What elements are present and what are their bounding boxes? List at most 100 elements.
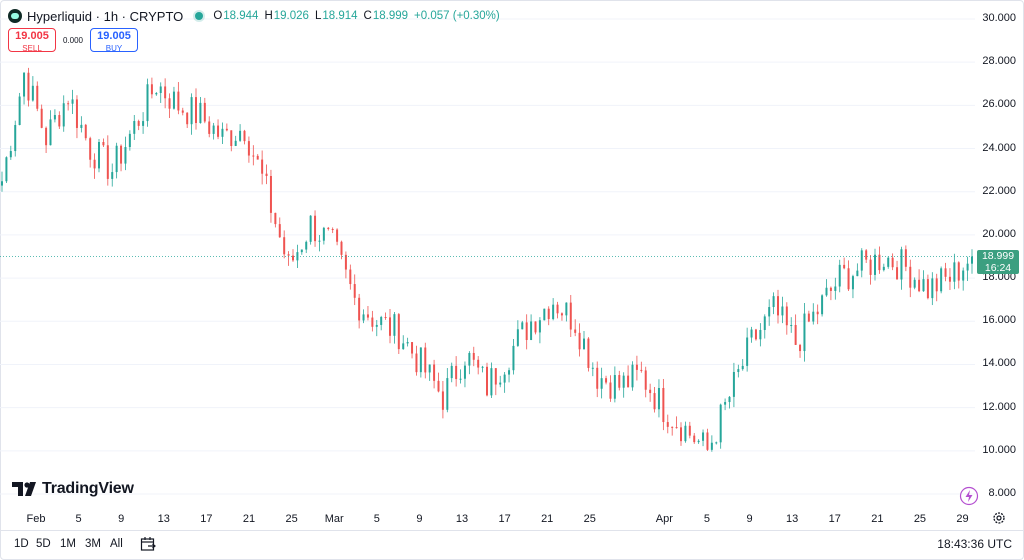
candle-body xyxy=(406,342,409,344)
x-tick-label: 25 xyxy=(583,513,596,525)
candle-body xyxy=(552,304,555,320)
candle-body xyxy=(887,257,890,267)
candle-body xyxy=(697,440,700,443)
candle-body xyxy=(662,387,665,423)
x-tick-label: 21 xyxy=(541,513,554,525)
x-tick-label: 5 xyxy=(75,513,82,525)
candle-body xyxy=(318,240,321,242)
candle-body xyxy=(80,124,83,128)
range-button-1m[interactable]: 1M xyxy=(60,538,76,550)
bottom-toolbar xyxy=(0,530,1024,559)
candle-body xyxy=(217,125,220,137)
candle-body xyxy=(1,181,3,186)
candle-body xyxy=(459,378,462,380)
candle-body xyxy=(635,364,638,370)
candle-body xyxy=(719,404,722,443)
settings-gear-icon[interactable] xyxy=(992,511,1006,525)
candle-body xyxy=(596,367,599,389)
x-tick-label: Mar xyxy=(324,513,344,525)
x-tick-label: Apr xyxy=(655,513,673,525)
candle-body xyxy=(419,347,422,373)
candle-body xyxy=(199,102,202,124)
candle-body xyxy=(309,215,312,242)
candle-body xyxy=(653,393,656,410)
candle-body xyxy=(962,270,965,281)
candle-body xyxy=(331,229,334,231)
candle-body xyxy=(693,435,696,443)
candle-body xyxy=(389,317,391,336)
candle-body xyxy=(874,254,876,275)
candle-body xyxy=(838,264,841,287)
candle-body xyxy=(128,133,131,148)
candle-body xyxy=(287,254,290,256)
candle-body xyxy=(472,352,475,360)
x-tick-label: 5 xyxy=(703,513,710,525)
candle-body xyxy=(759,329,762,340)
candle-body xyxy=(283,237,286,255)
x-tick-label: 29 xyxy=(956,513,969,525)
candle-body xyxy=(477,359,480,368)
candle-body xyxy=(926,279,929,299)
candle-body xyxy=(18,96,21,126)
candle-body xyxy=(763,316,766,330)
candle-body xyxy=(252,155,255,157)
candle-body xyxy=(825,287,828,296)
candle-body xyxy=(609,382,612,399)
y-tick-label: 30.000 xyxy=(982,12,1016,24)
candle-body xyxy=(671,426,674,428)
candle-body xyxy=(732,372,735,397)
buy-button[interactable]: 19.005 BUY xyxy=(90,28,138,53)
symbol-title[interactable]: Hyperliquid · 1h · CRYPTO xyxy=(27,8,184,24)
go-to-date-icon[interactable] xyxy=(140,536,156,552)
candle-body xyxy=(521,322,524,330)
sell-button[interactable]: 19.005 SELL xyxy=(8,28,56,53)
clock-utc[interactable]: 18:43:36 UTC xyxy=(937,537,1012,551)
range-button-1d[interactable]: 1D xyxy=(14,538,29,550)
candle-body xyxy=(534,321,537,333)
market-status-icon[interactable] xyxy=(195,12,204,20)
range-button-3m[interactable]: 3M xyxy=(85,538,101,550)
candle-body xyxy=(261,159,264,174)
candle-body xyxy=(724,402,727,405)
spread-value: 0.000 xyxy=(62,35,84,45)
candle-body xyxy=(750,329,753,338)
candle-body xyxy=(98,142,100,169)
candle-body xyxy=(781,306,784,316)
candle-body xyxy=(878,254,881,271)
candle-body xyxy=(159,86,162,94)
x-tick-label: 9 xyxy=(746,513,753,525)
candle-body xyxy=(847,268,850,290)
candle-body xyxy=(618,375,621,388)
candle-body xyxy=(203,102,206,122)
candle-body xyxy=(441,391,444,410)
candle-body xyxy=(433,364,436,381)
x-tick-label: 9 xyxy=(416,513,423,525)
candle-body xyxy=(362,314,365,321)
candle-body xyxy=(807,313,810,322)
candle-body xyxy=(397,314,400,350)
range-button-all[interactable]: All xyxy=(110,538,123,550)
candle-body xyxy=(684,425,687,442)
candle-body xyxy=(415,353,418,373)
candle-body xyxy=(556,304,559,314)
lightning-icon[interactable] xyxy=(959,486,979,506)
candle-body xyxy=(560,313,563,316)
candle-body xyxy=(516,329,519,346)
candle-body xyxy=(278,224,281,238)
candle-body xyxy=(89,138,92,160)
x-tick-label: 25 xyxy=(913,513,927,525)
x-tick-label: 17 xyxy=(828,513,841,525)
x-tick-label: 21 xyxy=(242,513,256,525)
candle-body xyxy=(812,311,815,322)
y-tick-label: 26.000 xyxy=(982,98,1016,111)
candle-body xyxy=(834,286,837,291)
candle-body xyxy=(803,313,806,352)
candle-body xyxy=(715,442,718,444)
candle-body xyxy=(666,422,669,427)
candle-body xyxy=(547,308,550,320)
x-tick-label: 13 xyxy=(455,513,469,525)
tradingview-brand[interactable]: TradingView xyxy=(12,480,134,498)
range-button-5d[interactable]: 5D xyxy=(36,538,51,550)
candle-body xyxy=(265,173,268,177)
